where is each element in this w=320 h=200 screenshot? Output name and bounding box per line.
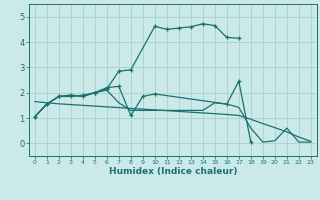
X-axis label: Humidex (Indice chaleur): Humidex (Indice chaleur) bbox=[108, 167, 237, 176]
